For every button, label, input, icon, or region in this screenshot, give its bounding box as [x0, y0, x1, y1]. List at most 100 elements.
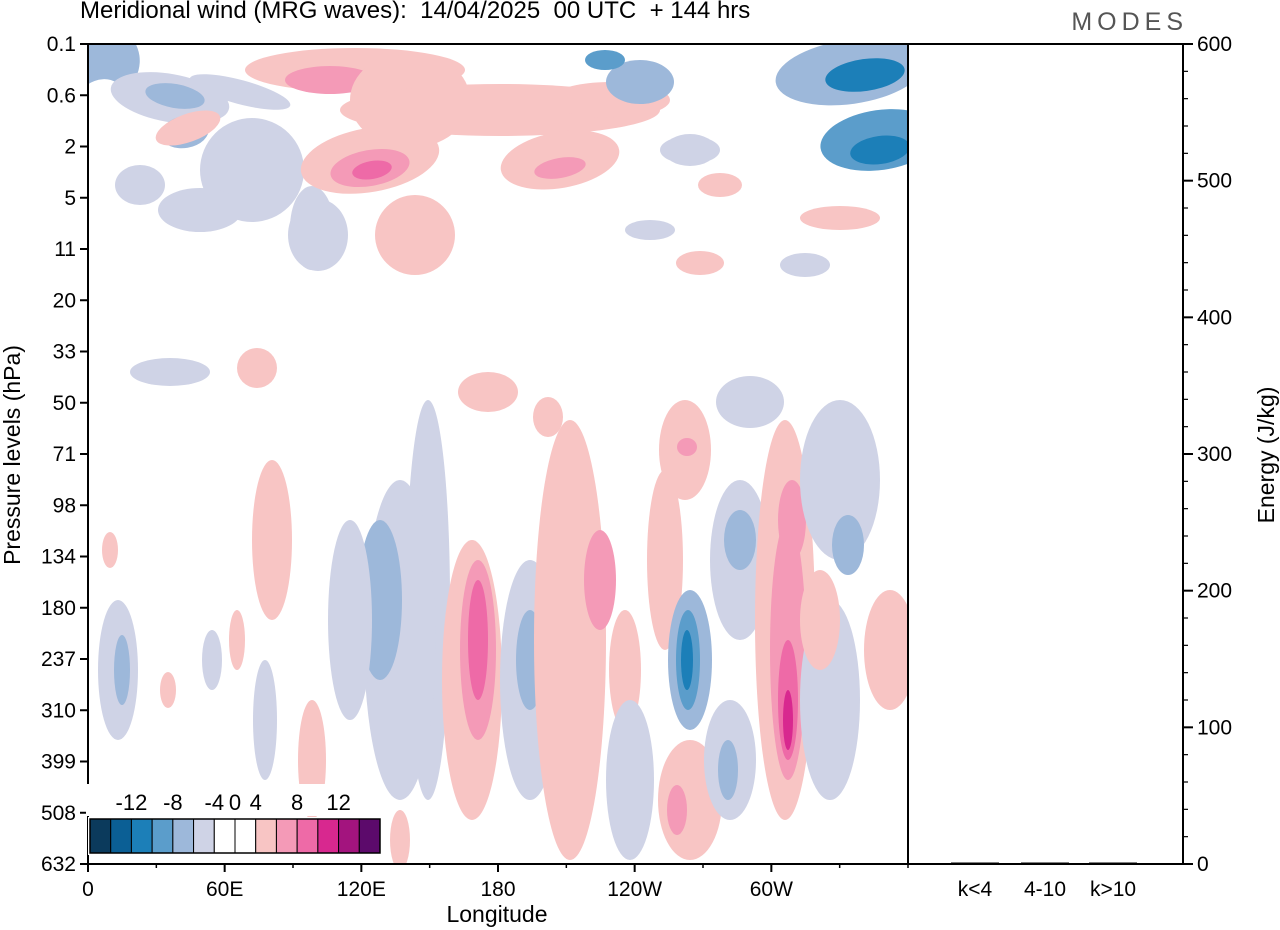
y-tick-label: 33 [53, 341, 76, 364]
contour-region [237, 348, 277, 388]
contour-region [783, 690, 793, 750]
contour-region [102, 532, 118, 568]
contour-region [390, 810, 410, 864]
y-tick-label: 20 [53, 289, 76, 312]
energy-tick-label: 600 [1197, 33, 1232, 56]
y-tick-label: 0.1 [47, 33, 76, 56]
energy-category-label: 4-10 [1024, 878, 1066, 901]
contour-region [155, 110, 221, 146]
contour-region [352, 160, 392, 180]
contour-region [585, 50, 625, 70]
contour-region [160, 672, 176, 708]
contour-region [780, 253, 830, 277]
contour-region [778, 480, 806, 560]
colorbar-label: -4 [205, 790, 225, 815]
contour-region [114, 635, 130, 705]
energy-bar [951, 862, 999, 864]
y-tick-label: 399 [41, 751, 76, 774]
colorbar-label-background [86, 784, 384, 816]
x-tick-label: 60E [206, 878, 243, 901]
chart-title: Meridional wind (MRG waves): 14/04/2025 … [80, 0, 751, 24]
colorbar-swatch [110, 818, 132, 854]
colorbar-swatch [193, 818, 215, 854]
y-tick-label: 310 [41, 699, 76, 722]
colorbar-swatch [296, 818, 319, 854]
contour-region [202, 630, 222, 690]
energy-tick-label: 500 [1197, 170, 1232, 193]
contour-region [189, 74, 291, 110]
pressure-axis: 0.1 0.6 2 5 11 20 33 50 71 98 134 180 237 310 399 508 63… [41, 33, 88, 876]
colorbar-swatch [234, 818, 257, 854]
contour-region [375, 195, 455, 275]
colorbar-swatch [151, 818, 174, 854]
energy-category-label: k>10 [1090, 878, 1136, 901]
energy-category-label: k<4 [958, 878, 993, 901]
colorbar-label: 12 [326, 790, 350, 815]
colorbar-swatch [358, 818, 381, 854]
colorbar-swatch [338, 818, 360, 854]
energy-tick-label: 100 [1197, 716, 1232, 739]
contour-region [625, 220, 675, 240]
contour-region [681, 630, 693, 690]
x-tick-label: 60W [750, 878, 793, 901]
contour-region [458, 372, 518, 412]
contour-region [534, 157, 586, 179]
energy-axis-title: Energy (J/kg) [1253, 387, 1279, 524]
colorbar-label: -12 [116, 790, 148, 815]
contour-region [145, 83, 205, 109]
energy-bars: k<4 4-10 k>10 [951, 862, 1137, 901]
contour-region [825, 58, 905, 92]
contour-region [115, 165, 165, 205]
x-axis-title: Longitude [446, 901, 547, 927]
colorbar-swatch [255, 818, 277, 854]
x-tick-label: 180 [480, 878, 515, 901]
colorbar-swatch [213, 818, 236, 854]
energy-tick-label: 400 [1197, 306, 1232, 329]
contour-region [584, 530, 616, 630]
contour-region [130, 358, 210, 386]
y-tick-label: 11 [54, 238, 76, 261]
contour-region [660, 136, 720, 164]
y-tick-label: 237 [41, 648, 76, 671]
contour-region [606, 700, 654, 860]
x-tick-label: 120E [337, 878, 386, 901]
colorbar-swatch [317, 818, 340, 854]
colorbar: -12 -8 -4 0 4 8 12 [86, 784, 384, 855]
contour-region [534, 420, 606, 860]
energy-tick-label: 300 [1197, 443, 1232, 466]
contour-region [850, 135, 908, 165]
colorbar-swatch [172, 818, 195, 854]
y-tick-label: 71 [53, 443, 76, 466]
contour-region [800, 400, 880, 560]
y-tick-label: 50 [53, 392, 76, 415]
y-tick-label: 2 [64, 136, 76, 159]
contour-region [229, 610, 245, 670]
energy-bar [1021, 862, 1069, 864]
contour-region [698, 173, 742, 197]
contour-region [676, 251, 724, 275]
colorbar-label: 0 [229, 790, 241, 815]
contour-region [328, 520, 372, 720]
contour-region [718, 740, 738, 800]
colorbar-swatch [89, 818, 112, 854]
wind-contour-field [88, 44, 908, 864]
energy-bar [1089, 862, 1137, 864]
contour-region [647, 470, 683, 650]
y-tick-label: 0.6 [47, 84, 76, 107]
energy-tick-label: 200 [1197, 580, 1232, 603]
energy-tick-label: 0 [1197, 853, 1209, 876]
contour-region [864, 590, 908, 710]
contour-region [158, 188, 242, 232]
contour-region [800, 206, 880, 230]
y-tick-label: 180 [41, 597, 76, 620]
contour-region [88, 79, 122, 113]
y-tick-label: 5 [64, 187, 76, 210]
contour-region [677, 438, 697, 456]
colorbar-label: -8 [163, 790, 183, 815]
colorbar-swatch [130, 818, 153, 854]
colorbar-border [89, 818, 381, 854]
x-tick-label: 120W [607, 878, 662, 901]
y-tick-label: 134 [41, 546, 76, 569]
colorbar-label: 8 [291, 790, 303, 815]
